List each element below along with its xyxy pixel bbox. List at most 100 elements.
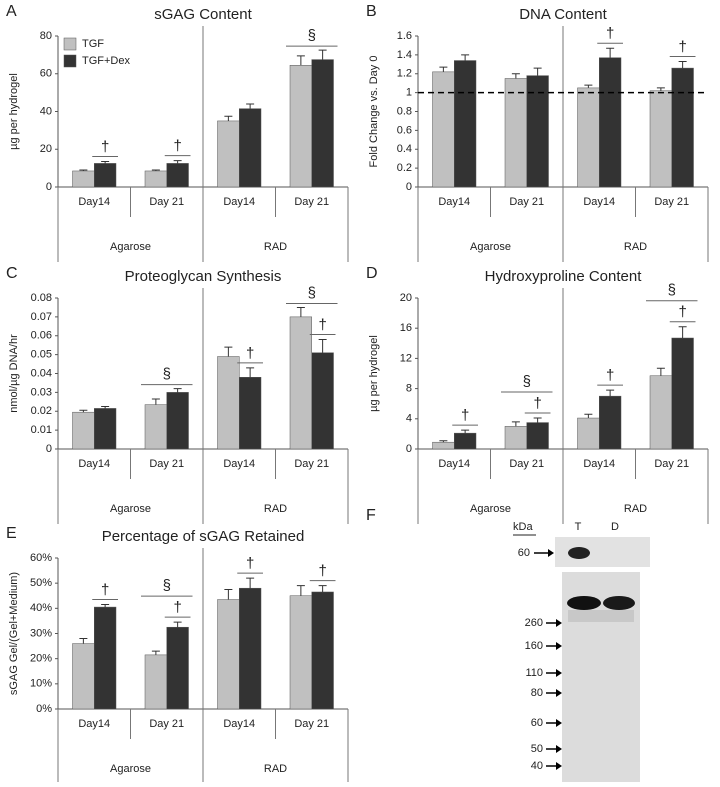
error-bar xyxy=(151,650,160,655)
chart: C Proteoglycan Synthesis nmol/µg DNA/hr 0 0.… xyxy=(6,265,349,524)
error-bar xyxy=(606,389,615,397)
marker-label: 50 xyxy=(531,743,543,755)
y-tick-label: 30% xyxy=(30,627,52,639)
group-label: RAD xyxy=(624,503,647,515)
error-bar xyxy=(678,60,687,69)
error-bar xyxy=(224,346,233,357)
chart: D Hydroxyproline Content µg per hydrogel 0 4… xyxy=(366,265,709,524)
bar xyxy=(289,316,312,450)
marker-label: 110 xyxy=(525,667,543,679)
error-bar xyxy=(606,47,615,58)
y-tick-label: 0 xyxy=(406,443,412,455)
y-tick-label: 12 xyxy=(400,352,412,364)
x-tick-label: Day14 xyxy=(78,196,110,208)
marker: † xyxy=(318,563,326,580)
x-tick-label: Day14 xyxy=(583,458,615,470)
chart-title: Proteoglycan Synthesis xyxy=(125,268,282,285)
legend-label: TGF xyxy=(82,38,104,50)
y-axis-label: µg per hydrogel xyxy=(368,335,380,412)
marker: § xyxy=(308,27,316,44)
y-tick-label: 20 xyxy=(40,143,52,155)
y-tick-label: 0.06 xyxy=(31,330,52,342)
bar xyxy=(239,377,262,450)
error-bar xyxy=(461,429,470,434)
marker: † xyxy=(246,555,254,572)
bar xyxy=(94,606,117,710)
smear xyxy=(568,610,634,622)
bar xyxy=(144,654,167,710)
error-bar xyxy=(101,604,110,608)
marker: † xyxy=(246,345,254,362)
marker: † xyxy=(678,304,686,321)
error-bar xyxy=(584,413,593,419)
arrow-head xyxy=(556,689,562,697)
y-tick-label: 10% xyxy=(30,678,52,690)
marker: † xyxy=(533,395,541,412)
arrow-head xyxy=(556,762,562,770)
error-bar xyxy=(318,339,327,353)
bar xyxy=(649,375,672,450)
y-tick-label: 0.01 xyxy=(31,424,52,436)
error-bar xyxy=(79,169,88,171)
arrow-head xyxy=(556,619,562,627)
bar xyxy=(94,408,117,450)
bar xyxy=(454,60,477,188)
error-bar xyxy=(246,367,255,378)
y-axis-label: sGAG Gel/(Gel+Medium) xyxy=(8,572,20,695)
y-axis-label: nmol/µg DNA/hr xyxy=(8,334,20,413)
x-tick-label: Day 21 xyxy=(294,196,329,208)
western-blot: F kDa T D 60 260 160 110 80 60 50 40 xyxy=(366,507,650,782)
bar xyxy=(311,591,334,710)
panel-letter: B xyxy=(366,3,377,20)
marker: † xyxy=(606,25,614,42)
error-bar xyxy=(511,421,520,427)
bar xyxy=(671,337,694,450)
bar xyxy=(239,587,262,710)
chart: E Percentage of sGAG Retained sGAG Gel/(Ge… xyxy=(6,525,349,784)
error-bar xyxy=(101,406,110,409)
error-bar xyxy=(246,103,255,109)
marker-label: 80 xyxy=(531,687,543,699)
bar xyxy=(504,426,527,450)
error-bar xyxy=(101,161,110,164)
x-tick-label: Day 21 xyxy=(294,458,329,470)
error-bar xyxy=(318,585,327,592)
y-tick-label: 80 xyxy=(40,30,52,42)
group-label: RAD xyxy=(264,763,287,775)
y-tick-label: 0.04 xyxy=(31,367,52,379)
bar xyxy=(217,599,240,710)
x-tick-label: Day 21 xyxy=(149,458,184,470)
x-tick-label: Day 21 xyxy=(509,196,544,208)
y-tick-label: 0.08 xyxy=(31,292,52,304)
bar xyxy=(311,352,334,450)
x-tick-label: Day14 xyxy=(438,458,470,470)
band xyxy=(567,596,601,610)
y-tick-label: 60 xyxy=(40,68,52,80)
y-tick-label: 0 xyxy=(406,181,412,193)
error-bar xyxy=(533,67,542,76)
marker: † xyxy=(461,407,469,424)
y-tick-label: 1.2 xyxy=(397,68,412,80)
bar xyxy=(239,108,262,188)
x-tick-label: Day 21 xyxy=(294,718,329,730)
bar xyxy=(289,65,312,188)
x-tick-label: Day14 xyxy=(78,718,110,730)
marker: § xyxy=(308,284,316,301)
bar xyxy=(432,71,455,188)
x-tick-label: Day14 xyxy=(223,718,255,730)
y-tick-label: 40% xyxy=(30,602,52,614)
error-bar xyxy=(318,49,327,60)
bar xyxy=(72,411,95,450)
error-bar xyxy=(678,326,687,339)
y-tick-label: 1.6 xyxy=(397,30,412,42)
panel-letter: C xyxy=(6,265,18,282)
arrow-head xyxy=(548,549,554,557)
chart-title: Hydroxyproline Content xyxy=(485,268,643,285)
error-bar xyxy=(79,409,88,413)
bar xyxy=(599,395,622,450)
marker: § xyxy=(668,282,676,299)
bar xyxy=(577,417,600,450)
marker-label: 60 xyxy=(531,717,543,729)
error-bar xyxy=(511,73,520,79)
